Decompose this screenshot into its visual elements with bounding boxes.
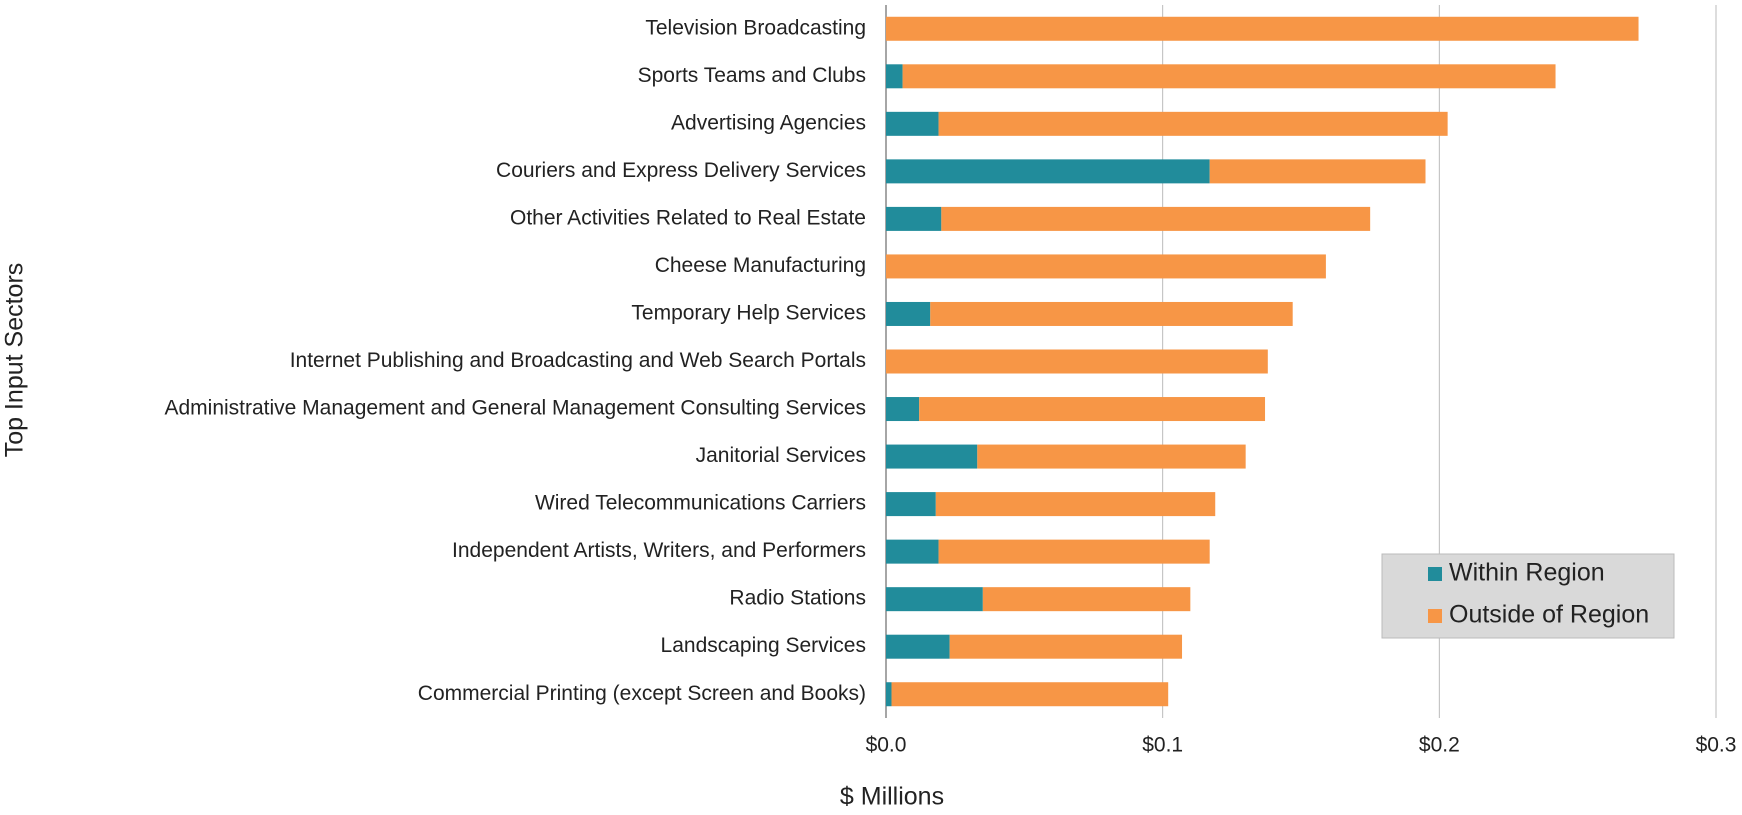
bar-segment bbox=[941, 206, 1371, 231]
y-tick-label: Janitorial Services bbox=[696, 444, 866, 467]
y-tick-label: Temporary Help Services bbox=[631, 302, 866, 325]
y-tick-label: Television Broadcasting bbox=[645, 16, 866, 39]
bar-segment bbox=[938, 111, 1448, 136]
bar-segment bbox=[886, 682, 892, 707]
bar-segment bbox=[919, 397, 1266, 422]
y-tick-label: Commercial Printing (except Screen and B… bbox=[418, 682, 866, 705]
bar-segment bbox=[949, 634, 1183, 659]
bar-segment bbox=[886, 64, 903, 89]
y-tick-label: Advertising Agencies bbox=[671, 111, 866, 134]
y-tick-label: Administrative Management and General Ma… bbox=[164, 397, 866, 420]
bar-segment bbox=[930, 301, 1293, 326]
legend-label: Within Region bbox=[1449, 559, 1605, 587]
x-tick-label: $0.1 bbox=[1142, 734, 1183, 757]
bar-segment bbox=[886, 444, 978, 469]
bar-segment bbox=[1209, 159, 1426, 184]
x-axis-title: $ Millions bbox=[840, 783, 944, 811]
y-tick-label: Couriers and Express Delivery Services bbox=[496, 159, 866, 182]
bar-segment bbox=[977, 444, 1246, 469]
x-tick-label: $0.3 bbox=[1696, 734, 1737, 757]
bar-segment bbox=[886, 349, 1268, 374]
bar-segment bbox=[891, 682, 1169, 707]
legend-swatch bbox=[1428, 609, 1442, 623]
y-tick-label: Other Activities Related to Real Estate bbox=[510, 206, 866, 229]
bar-segment bbox=[886, 16, 1639, 41]
bar-segment bbox=[938, 539, 1210, 564]
bar-segment bbox=[935, 492, 1216, 517]
bar-segment bbox=[886, 492, 936, 517]
y-axis-title: Top Input Sectors bbox=[1, 263, 29, 458]
bar-segment bbox=[982, 587, 1191, 612]
bar-segment bbox=[886, 397, 920, 422]
bar-segment bbox=[886, 301, 931, 326]
bar-segment bbox=[886, 587, 983, 612]
legend: Within Region Outside of Region bbox=[1381, 553, 1675, 639]
x-tick-label: $0.2 bbox=[1419, 734, 1460, 757]
bar-segment bbox=[886, 634, 950, 659]
bar-segment bbox=[886, 539, 939, 564]
y-tick-label: Radio Stations bbox=[729, 587, 866, 610]
y-tick-label: Wired Telecommunications Carriers bbox=[535, 492, 866, 515]
bar-segment bbox=[886, 159, 1210, 184]
y-tick-label: Internet Publishing and Broadcasting and… bbox=[290, 349, 866, 372]
y-tick-label: Landscaping Services bbox=[661, 634, 866, 657]
legend-label: Outside of Region bbox=[1449, 601, 1649, 629]
legend-swatch bbox=[1428, 567, 1442, 581]
x-tick-label: $0.0 bbox=[866, 734, 907, 757]
bar-segment bbox=[886, 254, 1326, 279]
bar-segment bbox=[886, 111, 939, 136]
bar-segment bbox=[886, 206, 942, 231]
y-tick-label: Independent Artists, Writers, and Perfor… bbox=[452, 539, 866, 562]
y-tick-label: Sports Teams and Clubs bbox=[638, 64, 866, 87]
y-tick-label: Cheese Manufacturing bbox=[655, 254, 866, 277]
bar-segment bbox=[902, 64, 1556, 89]
